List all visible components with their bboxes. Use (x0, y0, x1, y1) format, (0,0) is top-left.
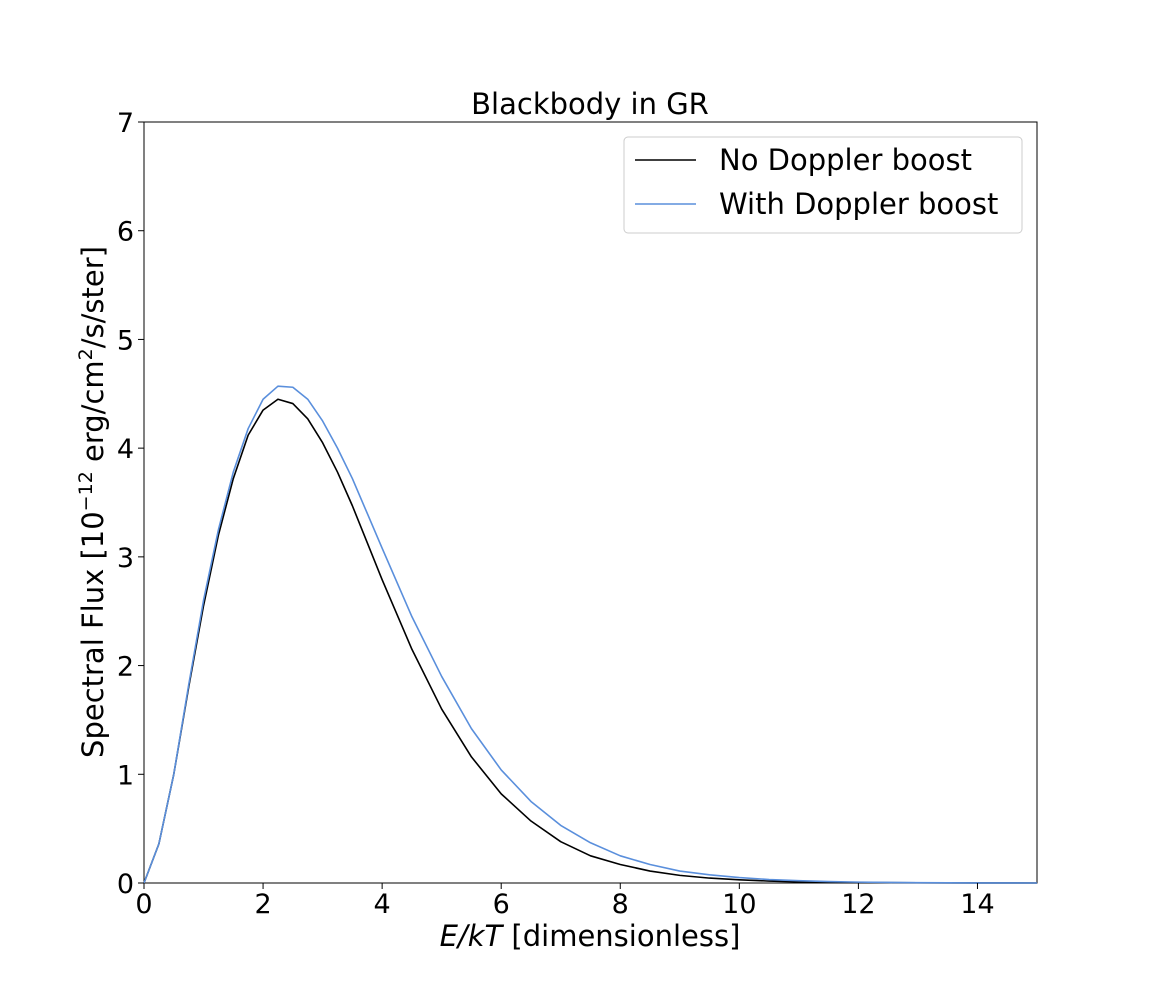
y-axis-label-post: /s/ster] (76, 246, 110, 348)
plot-area (143, 121, 1038, 884)
legend-box (623, 136, 1023, 234)
legend-label-no-doppler: No Doppler boost (719, 143, 972, 177)
x-tick-label: 4 (374, 889, 391, 920)
x-tick-label: 14 (960, 889, 994, 920)
y-axis-label-exp2: 2 (75, 348, 97, 360)
y-axis-label-exp1: −12 (75, 471, 97, 511)
y-axis: 0 1 2 3 4 5 6 7 (117, 108, 144, 900)
x-axis-label-italic: E/kT (440, 919, 505, 953)
x-axis-label: E/kT [dimensionless] (440, 919, 741, 953)
y-tick-label: 3 (117, 543, 134, 574)
y-axis-label: Spectral Flux [10−12 erg/cm2/s/ster] (75, 246, 110, 758)
x-tick-label: 0 (135, 889, 152, 920)
y-tick-label: 4 (117, 434, 134, 465)
y-tick-label: 0 (117, 869, 134, 900)
chart-title: Blackbody in GR (471, 87, 709, 121)
legend-label-with-doppler: With Doppler boost (719, 187, 998, 221)
plot-frame (143, 121, 1038, 884)
series-line-with-doppler (143, 385, 1038, 884)
legend: No Doppler boost With Doppler boost (623, 136, 1023, 234)
x-tick-label: 8 (612, 889, 629, 920)
y-tick-label: 6 (117, 217, 134, 248)
y-tick-label: 2 (117, 652, 134, 683)
series-line-no-doppler (143, 398, 1038, 884)
x-tick-label: 12 (841, 889, 875, 920)
y-tick-label: 1 (117, 760, 134, 791)
x-tick-label: 6 (493, 889, 510, 920)
y-axis-label-mid: erg/cm (76, 360, 110, 471)
x-axis: 0 2 4 6 8 10 12 14 (135, 883, 995, 920)
x-tick-label: 10 (722, 889, 756, 920)
x-axis-label-rest: [dimensionless] (502, 919, 740, 953)
x-tick-label: 2 (254, 889, 271, 920)
y-tick-label: 7 (117, 108, 134, 139)
series-layer (143, 385, 1038, 884)
y-tick-label: 5 (117, 325, 134, 356)
y-axis-label-pre: Spectral Flux [10 (76, 511, 110, 758)
